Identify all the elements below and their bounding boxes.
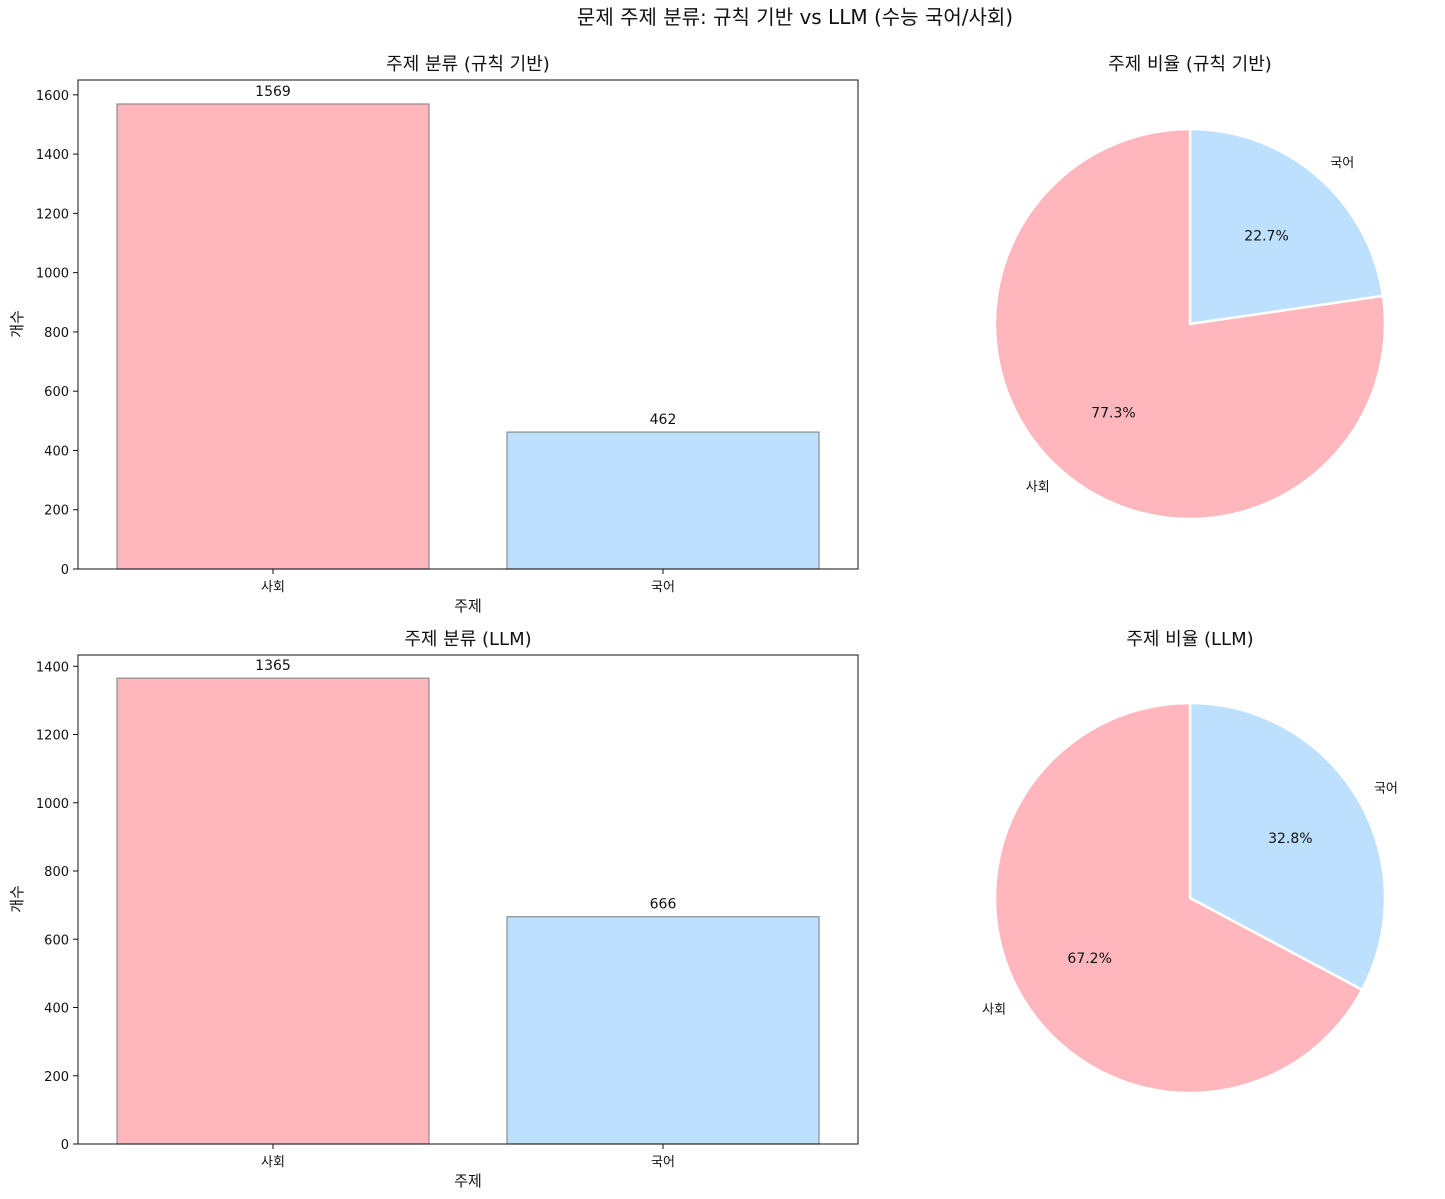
- bar-chart-title: 주제 분류 (LLM): [404, 629, 531, 650]
- pie-slice-국어: [1188, 701, 1387, 992]
- pie-percent-label: 32.8%: [1268, 831, 1312, 847]
- bar-value-label: 1569: [255, 84, 291, 100]
- x-axis-label: 주제: [454, 597, 482, 615]
- y-tick-label: 800: [44, 326, 69, 341]
- pie-area: 22.7% 국어 77.3% 사회: [993, 127, 1387, 521]
- bar-chart-title: 주제 분류 (규칙 기반): [386, 54, 550, 75]
- y-tick-label: 0: [61, 563, 69, 578]
- y-tick-label: 400: [44, 444, 69, 459]
- pie-percent-label: 77.3%: [1091, 405, 1135, 421]
- x-tick-label: 사회: [261, 580, 285, 595]
- pie-slice-국어: [1188, 127, 1385, 326]
- y-tick-label: 600: [44, 385, 69, 400]
- y-tick-label: 0: [61, 1138, 69, 1153]
- x-tick-label: 사회: [261, 1155, 285, 1170]
- pie-slice-사회: [993, 127, 1387, 521]
- pie-chart-title: 주제 비율 (LLM): [1126, 629, 1253, 650]
- y-tick-label: 400: [44, 1002, 69, 1017]
- x-tick-label: 국어: [651, 1155, 675, 1170]
- pie-category-label: 국어: [1374, 782, 1398, 797]
- y-tick-label: 1600: [36, 89, 69, 104]
- pie-category-label: 국어: [1330, 156, 1354, 171]
- bar-chart-llm: 주제 분류 (LLM) 주제 개수 1365 사회 666 국어 0 200 400 600 8…: [8, 629, 859, 1190]
- bar-사회: [116, 677, 430, 1145]
- x-tick-label: 국어: [651, 580, 675, 595]
- pie-chart-llm: 주제 비율 (LLM) 32.8% 국어 67.2% 사회: [982, 629, 1398, 1095]
- bar-사회: [116, 103, 430, 570]
- pie-percent-label: 22.7%: [1244, 229, 1288, 245]
- x-axis-label: 주제: [454, 1172, 482, 1190]
- pie-area: 32.8% 국어 67.2% 사회: [982, 701, 1398, 1095]
- pie-chart-rule-based: 주제 비율 (규칙 기반) 22.7% 국어 77.3% 사회: [993, 54, 1387, 521]
- y-tick-label: 800: [44, 865, 69, 880]
- bar-value-label: 666: [650, 897, 677, 913]
- y-tick-label: 1200: [36, 207, 69, 222]
- pie-category-label: 사회: [982, 1002, 1006, 1017]
- bar-value-label: 462: [650, 412, 677, 428]
- bar-value-label: 1365: [255, 658, 291, 674]
- y-axis-label: 개수: [8, 310, 26, 338]
- bar-chart-rule-based: 주제 분류 (규칙 기반) 주제 개수 1569 사회 462 국어 0 200 400 60…: [8, 54, 859, 615]
- pie-slice-사회: [993, 701, 1364, 1095]
- y-tick-label: 1000: [36, 267, 69, 282]
- axes-frame: [77, 654, 859, 1145]
- axes-frame: [77, 79, 859, 570]
- y-tick-label: 200: [44, 504, 69, 519]
- pie-category-label: 사회: [1026, 480, 1050, 495]
- y-axis-label: 개수: [8, 885, 26, 913]
- y-tick-label: 1400: [36, 148, 69, 163]
- y-tick-label: 1400: [36, 660, 69, 675]
- figure-title: 문제 주제 분류: 규칙 기반 vs LLM (수능 국어/사회): [577, 5, 1013, 29]
- y-tick-label: 200: [44, 1070, 69, 1085]
- y-tick-label: 1000: [36, 797, 69, 812]
- pie-chart-title: 주제 비율 (규칙 기반): [1108, 54, 1272, 75]
- y-tick-label: 600: [44, 933, 69, 948]
- bar-국어: [506, 916, 820, 1145]
- pie-percent-label: 67.2%: [1067, 951, 1111, 967]
- bar-국어: [506, 431, 820, 570]
- plot-area: 1569 사회 462 국어 0 200 400 600 800 1000 1200 1400 1600: [36, 79, 859, 595]
- y-tick-label: 1200: [36, 729, 69, 744]
- plot-area: 1365 사회 666 국어 0 200 400 600 800 1000 1200 1400: [36, 654, 859, 1170]
